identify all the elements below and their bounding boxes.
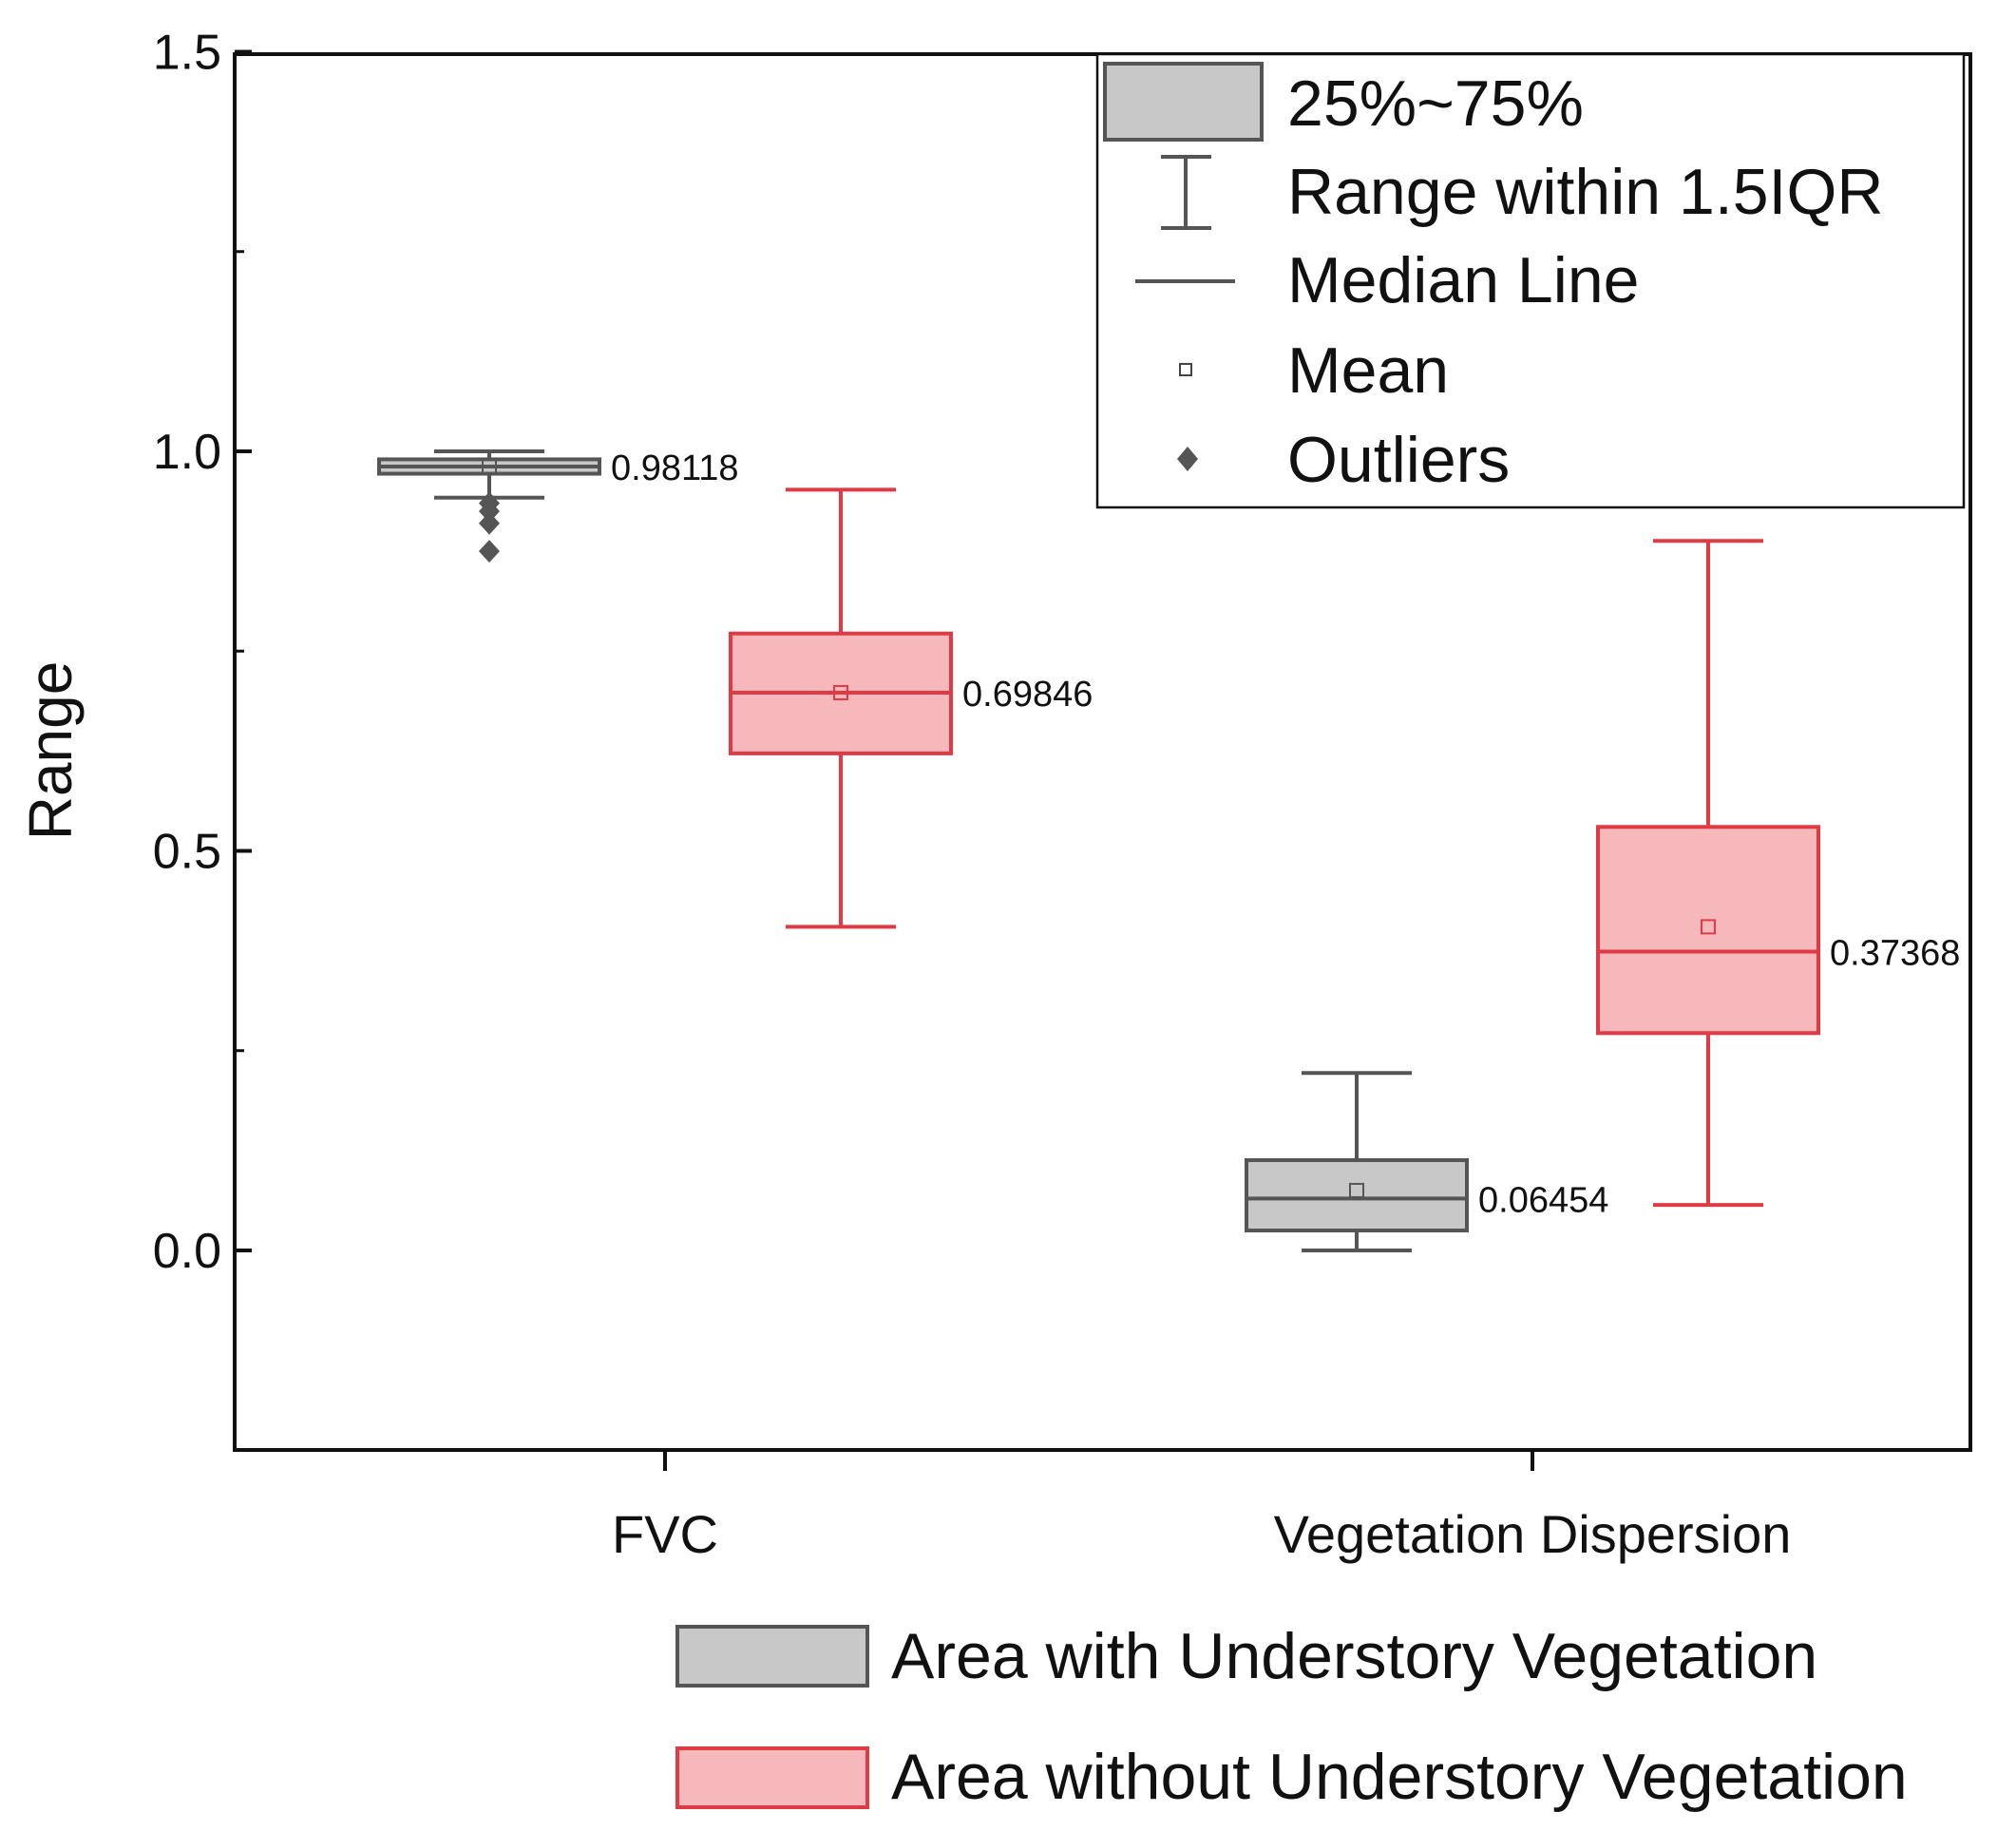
y-tick-label-0.5: 0.5: [153, 825, 221, 880]
inner-legend: 25%~75% Range within 1.5IQR Median Line …: [1095, 52, 1966, 509]
legend-without-label: Area without Understory Vegetation: [891, 1741, 1908, 1813]
box-0-0: 0.98118: [377, 448, 739, 563]
box-1-0: 0.69846: [729, 487, 1093, 929]
y-axis-title: Range: [16, 661, 85, 841]
legend-outlier-symbol: [1177, 447, 1198, 471]
bottom-legend: Area with Understory Vegetation Area wit…: [675, 1620, 1908, 1813]
mean-marker: [482, 458, 497, 474]
box-1-1: 0.37368: [1596, 539, 1960, 1208]
mean-marker: [833, 684, 848, 700]
mean-marker: [1701, 919, 1716, 935]
outlier-marker: [479, 511, 500, 535]
iqr-box: [1596, 825, 1820, 1036]
x-tick-label-1: Vegetation Dispersion: [1274, 1504, 1792, 1564]
outlier-marker: [479, 500, 500, 524]
mean-marker: [1349, 1182, 1364, 1198]
legend-with-swatch: [675, 1625, 869, 1688]
outlier-marker: [479, 540, 500, 563]
legend-box-label: 25%~75%: [1287, 67, 1584, 140]
legend-median-label: Median Line: [1287, 244, 1639, 316]
legend-whisker-label: Range within 1.5IQR: [1287, 156, 1883, 228]
legend-box-symbol: [1103, 62, 1264, 142]
legend-mean-symbol: [1179, 363, 1192, 376]
median-value-label: 0.37368: [1830, 933, 1960, 973]
median-value-label: 0.69846: [962, 675, 1093, 715]
iqr-box: [1245, 1157, 1469, 1232]
median-value-label: 0.06454: [1478, 1180, 1608, 1220]
legend-mean-label: Mean: [1287, 334, 1449, 407]
median-value-label: 0.98118: [611, 448, 739, 488]
x-tick-label-0: FVC: [612, 1504, 718, 1564]
box-0-1: 0.06454: [1245, 1071, 1608, 1252]
legend-outlier-label: Outliers: [1287, 424, 1510, 496]
y-tick-label-1.0: 1.0: [153, 425, 221, 480]
y-tick-label-0.0: 0.0: [153, 1224, 221, 1279]
legend-with-label: Area with Understory Vegetation: [891, 1620, 1817, 1692]
legend-without-swatch: [675, 1746, 869, 1809]
legend-whisker-symbol: [1161, 155, 1211, 230]
y-tick-label-1.5: 1.5: [153, 26, 221, 81]
